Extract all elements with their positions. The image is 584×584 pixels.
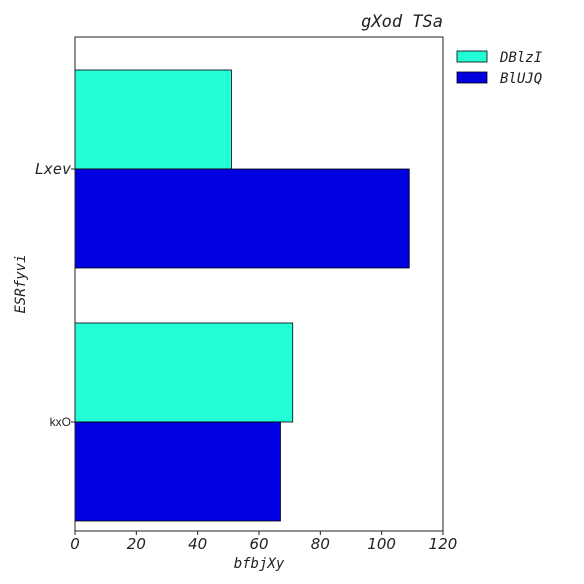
chart-title: gXod TSa (361, 12, 443, 32)
legend-swatch-BlUJQ (456, 71, 488, 84)
y-axis-label: ESRfyvi (13, 254, 29, 313)
x-tick-label: 20 (127, 535, 146, 553)
x-tick-label: 40 (188, 535, 207, 553)
bar-BlUJQ-kxO (74, 421, 281, 522)
bar-DBlzI-Lxev (74, 69, 232, 170)
bar-DBlzI-kxO (74, 322, 294, 423)
x-axis-label: bfbjXy (234, 556, 285, 572)
x-tick-label: 0 (70, 535, 80, 553)
x-tick-label: 60 (249, 535, 268, 553)
legend: DBlzI BlUJQ (456, 50, 543, 87)
legend-swatch-DBlzI (456, 50, 488, 63)
bar-BlUJQ-Lxev (74, 168, 410, 269)
y-tick-label-kxO: kxO (50, 415, 71, 429)
legend-label-BlUJQ: BlUJQ (500, 71, 542, 87)
x-tick-label: 80 (311, 535, 330, 553)
legend-label-DBlzI: DBlzI (499, 50, 543, 66)
y-tick-label-Lxev: Lxev (35, 160, 71, 178)
y-axis-ticks: Lxev kxO (35, 160, 75, 429)
bars-layer (74, 69, 410, 522)
x-tick-label: 120 (429, 535, 458, 553)
x-tick-label: 100 (367, 535, 396, 553)
x-axis-ticks: 0 20 40 60 80 100 120 (70, 531, 457, 553)
